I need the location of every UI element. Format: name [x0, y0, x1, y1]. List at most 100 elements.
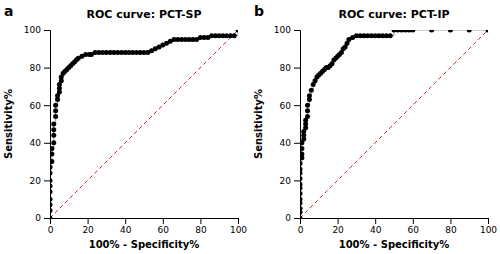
panel-label: a: [4, 3, 13, 19]
tick-mark: [294, 218, 300, 219]
roc-point: [486, 30, 489, 33]
x-axis-title: 100% - Specificity%: [89, 239, 200, 250]
tick-label: 80: [195, 225, 207, 235]
tick-mark: [44, 30, 50, 31]
tick: 80: [195, 218, 207, 235]
tick-label: 100: [480, 225, 497, 235]
tick: 40: [280, 138, 300, 148]
tick-mark: [375, 218, 376, 224]
marks: [300, 30, 488, 218]
roc-point: [309, 88, 314, 93]
roc-point: [236, 30, 239, 33]
tick-mark: [294, 30, 300, 31]
tick: 80: [30, 63, 50, 73]
roc-point: [429, 30, 434, 33]
tick-label: 60: [158, 225, 170, 235]
tick-label: 100: [230, 225, 247, 235]
y-axis: 0 20 40 60 80 100: [24, 25, 51, 223]
tick: 80: [445, 218, 457, 235]
plot-area: 0 20 40 60 80 100 0 20 40 60 80 100: [24, 25, 248, 235]
tick: 100: [230, 218, 247, 235]
plot-area: 020406080100020406080100: [274, 25, 498, 235]
tick-label: 0: [285, 213, 291, 223]
tick-mark: [200, 218, 201, 224]
tick-mark: [44, 180, 50, 181]
tick: 0: [35, 213, 50, 223]
tick-mark: [413, 218, 414, 224]
tick-mark: [294, 105, 300, 106]
reference-diagonal: [300, 30, 488, 218]
tick: 20: [30, 176, 50, 186]
x-axis-title: 100% - Specificity%: [339, 239, 450, 250]
tick-mark: [450, 218, 451, 224]
roc-point: [53, 103, 58, 108]
tick-mark: [238, 218, 239, 224]
axis-line: [51, 219, 239, 225]
tick-label: 100: [24, 25, 41, 35]
tick-mark: [488, 218, 489, 224]
roc-point: [388, 33, 393, 38]
tick: 100: [274, 25, 300, 35]
tick-label: 20: [82, 225, 94, 235]
tick: 0: [48, 218, 54, 235]
tick-mark: [294, 143, 300, 144]
tick: 0: [285, 213, 300, 223]
tick-mark: [44, 218, 50, 219]
tick-label: 40: [30, 138, 42, 148]
roc-point: [53, 114, 58, 119]
tick: 60: [158, 218, 170, 235]
tick: 60: [280, 101, 300, 111]
y-axis-title: Sensitivity%: [253, 89, 264, 159]
roc-point: [232, 33, 237, 38]
panel: 020406080100020406080100100% - Specifici…: [253, 3, 497, 250]
roc-line: [50, 30, 238, 218]
axis-line: [301, 219, 489, 225]
axis-line: [44, 31, 51, 219]
tick-mark: [294, 68, 300, 69]
tick: 20: [332, 218, 344, 235]
tick-label: 80: [280, 63, 292, 73]
roc-point: [307, 93, 312, 98]
tick-mark: [44, 105, 50, 106]
roc-point: [305, 103, 310, 108]
tick-mark: [44, 68, 50, 69]
tick-label: 60: [408, 225, 420, 235]
figure: 0 20 40 60 80 100 0 20 40 60 80 100 100% - Specifici…: [0, 0, 500, 254]
tick-label: 0: [35, 213, 41, 223]
roc-line: [300, 30, 488, 218]
axis-line: [294, 31, 301, 219]
title: ROC curve: PCT-IP: [338, 8, 449, 21]
tick-mark: [125, 218, 126, 224]
tick: 40: [370, 218, 382, 235]
x-axis: 0 20 40 60 80 100: [298, 218, 498, 235]
tick: 0: [298, 218, 304, 235]
tick: 40: [120, 218, 132, 235]
roc-point: [467, 30, 472, 33]
tick-label: 40: [280, 138, 292, 148]
tick-label: 20: [332, 225, 344, 235]
tick-mark: [163, 218, 164, 224]
tick-mark: [338, 218, 339, 224]
y-axis-title: Sensitivity%: [3, 89, 14, 159]
roc-point: [410, 30, 415, 33]
tick: 60: [30, 101, 50, 111]
tick-label: 40: [120, 225, 132, 235]
tick: 100: [480, 218, 497, 235]
reference-diagonal: [50, 30, 238, 218]
roc-point: [51, 127, 56, 132]
y-axis: 020406080100: [274, 25, 301, 223]
tick-label: 60: [280, 101, 292, 111]
panel-label: b: [254, 3, 264, 19]
roc-point: [448, 30, 453, 33]
tick-label: 0: [48, 225, 54, 235]
roc-point: [305, 114, 310, 119]
tick-label: 20: [30, 176, 42, 186]
tick: 80: [280, 63, 300, 73]
roc-point: [51, 122, 56, 127]
tick: 40: [30, 138, 50, 148]
marks: [50, 30, 238, 218]
tick-label: 100: [274, 25, 291, 35]
tick-label: 60: [30, 101, 42, 111]
roc-point: [51, 140, 56, 145]
roc-point: [51, 133, 56, 138]
